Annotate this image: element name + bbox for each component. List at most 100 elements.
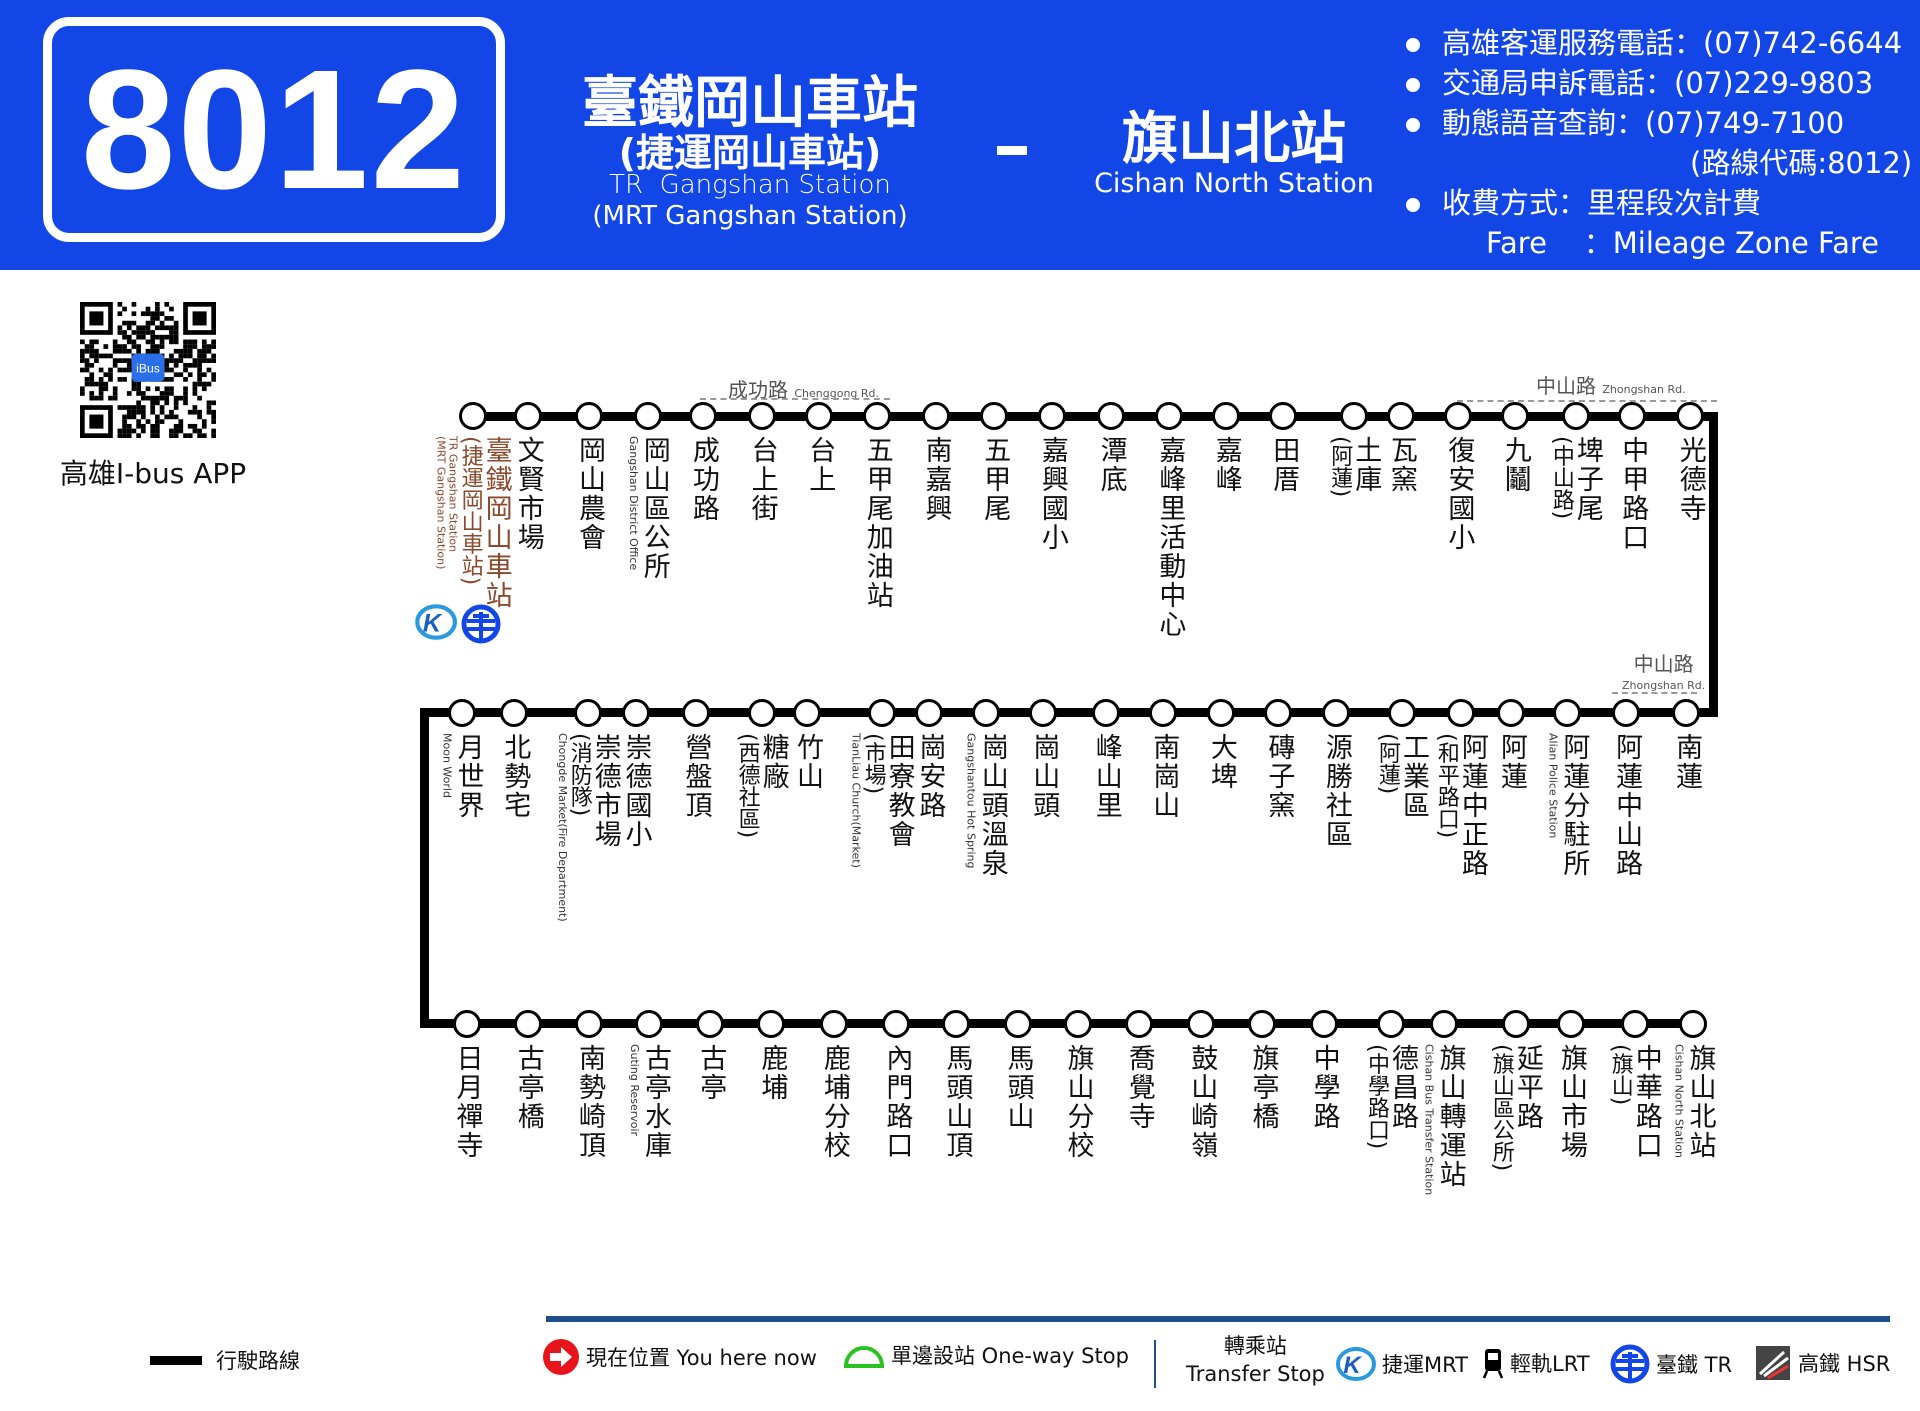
- station-label[interactable]: 北勢宅: [499, 733, 530, 820]
- stop-marker[interactable]: [1679, 1009, 1708, 1038]
- stop-marker[interactable]: [867, 698, 896, 727]
- stop-marker[interactable]: [747, 402, 776, 431]
- station-label[interactable]: 中華路口 (旗山): [1608, 1044, 1662, 1160]
- stop-marker[interactable]: [452, 1009, 481, 1038]
- stop-marker[interactable]: [1340, 402, 1369, 431]
- stop-marker[interactable]: [1429, 1009, 1458, 1038]
- stop-marker[interactable]: [681, 698, 710, 727]
- station-label[interactable]: 瓦窯: [1386, 436, 1417, 494]
- stop-marker[interactable]: [1500, 402, 1529, 431]
- stop-marker[interactable]: [980, 402, 1009, 431]
- stop-marker[interactable]: [1388, 698, 1417, 727]
- station-label[interactable]: 大埤: [1206, 733, 1237, 791]
- station-label[interactable]: 馬頭山: [1003, 1044, 1034, 1131]
- stop-marker[interactable]: [1446, 698, 1475, 727]
- station-label[interactable]: 文賢市場: [513, 436, 544, 552]
- stop-marker[interactable]: [688, 402, 717, 431]
- station-label[interactable]: 南蓮: [1671, 733, 1702, 791]
- stop-marker[interactable]: [1377, 1009, 1406, 1038]
- stop-marker[interactable]: [458, 402, 487, 431]
- stop-marker[interactable]: [1386, 402, 1415, 431]
- station-label[interactable]: 阿蓮: [1496, 733, 1527, 791]
- station-label[interactable]: 古亭水庫 Guting Reservoir: [628, 1044, 671, 1160]
- qr-code[interactable]: iBus: [80, 302, 216, 438]
- stop-marker[interactable]: [573, 698, 602, 727]
- station-label[interactable]: 阿蓮中山路: [1611, 733, 1642, 878]
- stop-marker[interactable]: [1091, 698, 1120, 727]
- station-label[interactable]: 光德寺: [1675, 436, 1706, 523]
- stop-marker[interactable]: [447, 698, 476, 727]
- station-label[interactable]: 源勝社區: [1321, 733, 1352, 849]
- station-label[interactable]: 鼓山崎嶺: [1186, 1044, 1217, 1160]
- stop-marker[interactable]: [747, 698, 776, 727]
- station-label[interactable]: 旗亭橋: [1247, 1044, 1278, 1131]
- stop-marker[interactable]: [1211, 402, 1240, 431]
- station-label[interactable]: 古亭橋: [513, 1044, 544, 1131]
- station-label[interactable]: 田寮教會 (市場) TianLiau Church(Market): [850, 733, 915, 868]
- station-label[interactable]: 台上街: [747, 436, 778, 523]
- stop-marker[interactable]: [971, 698, 1000, 727]
- stop-marker[interactable]: [1248, 1009, 1277, 1038]
- stop-marker[interactable]: [1155, 402, 1184, 431]
- station-label[interactable]: 阿蓮中正路 (和平路口): [1434, 733, 1488, 878]
- station-label[interactable]: 內門路口: [881, 1044, 912, 1160]
- stop-marker[interactable]: [1497, 698, 1526, 727]
- station-label[interactable]: 崗安路: [914, 733, 945, 820]
- stop-marker[interactable]: [915, 698, 944, 727]
- stop-marker[interactable]: [805, 402, 834, 431]
- stop-marker[interactable]: [1029, 698, 1058, 727]
- station-label[interactable]: 月世界 Moon World: [441, 733, 484, 820]
- station-label[interactable]: 旗山轉運站 Cishan Bus Transfer Station: [1423, 1044, 1466, 1195]
- station-label[interactable]: 喬覺寺: [1124, 1044, 1155, 1131]
- station-label[interactable]: 工業區 (阿蓮): [1375, 733, 1429, 820]
- stop-marker[interactable]: [1096, 402, 1125, 431]
- station-label[interactable]: 崗山頭: [1028, 733, 1059, 820]
- stop-marker[interactable]: [1672, 698, 1701, 727]
- stop-marker[interactable]: [1187, 1009, 1216, 1038]
- station-label[interactable]: 日月禪寺: [452, 1044, 483, 1160]
- station-label[interactable]: 中學路: [1309, 1044, 1340, 1131]
- stop-marker[interactable]: [513, 402, 542, 431]
- station-label[interactable]: 五甲尾: [979, 436, 1010, 523]
- station-label[interactable]: 馬頭山頂: [941, 1044, 972, 1160]
- stop-marker[interactable]: [621, 698, 650, 727]
- stop-marker[interactable]: [1557, 1009, 1586, 1038]
- station-label[interactable]: 復安國小: [1443, 436, 1474, 552]
- stop-marker[interactable]: [1321, 698, 1350, 727]
- station-label[interactable]: 岡山區公所 Gangshan District Office: [627, 436, 670, 581]
- station-label[interactable]: 阿蓮分駐所 Alian Police Station: [1546, 733, 1589, 878]
- station-label[interactable]: 臺鐵岡山車站 (捷運岡山車站) TR Gangshan Station (MRT G…: [435, 436, 512, 610]
- station-label[interactable]: 田厝: [1268, 436, 1299, 494]
- station-label[interactable]: 五甲尾加油站: [862, 436, 893, 610]
- stop-marker[interactable]: [574, 1009, 603, 1038]
- station-label[interactable]: 崗山頭溫泉 Gangshantou Hot Spring: [965, 733, 1008, 878]
- stop-marker[interactable]: [1206, 698, 1235, 727]
- stop-marker[interactable]: [1444, 402, 1473, 431]
- station-label[interactable]: 峰山里: [1091, 733, 1122, 820]
- stop-marker[interactable]: [500, 698, 529, 727]
- station-label[interactable]: 土庫 (阿蓮): [1327, 436, 1381, 497]
- station-label[interactable]: 鹿埔: [756, 1044, 787, 1102]
- station-label[interactable]: 崇德市場 (消防隊) Chongde Market(Fire Department): [556, 733, 621, 922]
- stop-marker[interactable]: [1124, 1009, 1153, 1038]
- station-label[interactable]: 嘉峰: [1211, 436, 1242, 494]
- stop-marker[interactable]: [1309, 1009, 1338, 1038]
- station-label[interactable]: 中甲路口: [1617, 436, 1648, 552]
- station-label[interactable]: 延平路 (旗山區公所): [1489, 1044, 1543, 1171]
- station-label[interactable]: 岡山農會: [574, 436, 605, 552]
- station-label[interactable]: 嘉興國小: [1037, 436, 1068, 552]
- stop-marker[interactable]: [819, 1009, 848, 1038]
- station-label[interactable]: 潭底: [1096, 436, 1127, 494]
- stop-marker[interactable]: [1149, 698, 1178, 727]
- stop-marker[interactable]: [1264, 698, 1293, 727]
- stop-marker[interactable]: [942, 1009, 971, 1038]
- stop-marker[interactable]: [1620, 1009, 1649, 1038]
- stop-marker[interactable]: [1501, 1009, 1530, 1038]
- stop-marker[interactable]: [696, 1009, 725, 1038]
- station-label[interactable]: 南崗山: [1148, 733, 1179, 820]
- stop-marker[interactable]: [1612, 698, 1641, 727]
- stop-marker[interactable]: [1618, 402, 1647, 431]
- station-label[interactable]: 鹿埔分校: [819, 1044, 850, 1160]
- stop-marker[interactable]: [862, 402, 891, 431]
- stop-marker[interactable]: [513, 1009, 542, 1038]
